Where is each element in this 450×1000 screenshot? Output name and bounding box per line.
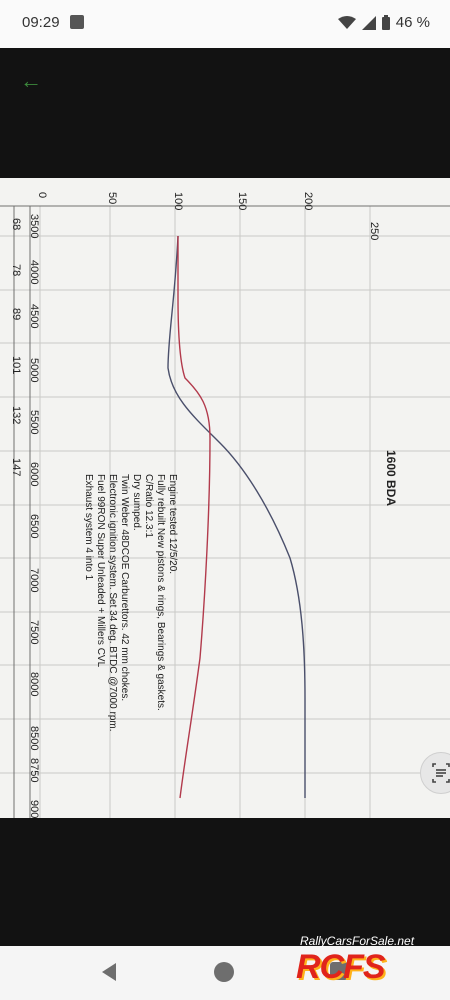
battery-icon xyxy=(381,15,390,30)
value-cell: 68 xyxy=(10,218,22,231)
y-tick-50: 50 xyxy=(106,192,118,205)
wifi-icon xyxy=(337,15,356,29)
rpm-tick: 4000 xyxy=(28,260,40,285)
value-cell: 101 xyxy=(10,356,22,375)
rpm-tick: 7000 xyxy=(28,568,40,593)
rpm-tick: 7500 xyxy=(28,620,40,645)
lens-scan-button[interactable] xyxy=(420,752,450,794)
watermark-url: RallyCarsForSale.net xyxy=(300,934,415,948)
watermark-logo: RCFS xyxy=(296,948,386,986)
rpm-tick: 3500 xyxy=(28,214,40,239)
rpm-tick: 8000 xyxy=(28,672,40,697)
nav-home-icon[interactable] xyxy=(214,962,234,982)
scan-text-icon xyxy=(432,763,450,783)
photo-viewer[interactable]: 1600 BDA 250 200 150 100 50 0 3500 4000 … xyxy=(0,178,450,818)
viewer-bottom xyxy=(0,818,450,946)
note-line: Engine tested 12/5/20. xyxy=(167,474,178,575)
value-cell: 78 xyxy=(10,264,22,277)
status-time: 09:29 xyxy=(22,14,60,31)
value-cell: 147 xyxy=(10,458,22,477)
note-line: Electronic ignition system. Set 34 deg. … xyxy=(107,474,118,732)
status-bar: 09:29 46 % xyxy=(0,0,450,48)
nav-recents-icon[interactable] xyxy=(330,962,348,980)
note-line: Twin Weber 48DCOE Carburettors. 42 mm ch… xyxy=(119,474,130,702)
chart-title: 1600 BDA xyxy=(384,450,398,507)
rpm-tick: 8750 xyxy=(28,758,40,783)
rpm-tick: 9000 xyxy=(28,800,40,818)
note-line: C/Ratio 12.3:1 xyxy=(143,474,154,538)
note-line: Fuel 99RON Super Unleaded + Millers CVL xyxy=(95,474,106,668)
rpm-tick: 5000 xyxy=(28,358,40,383)
note-line: Fully rebuilt New pistons & rings, Beari… xyxy=(155,474,166,711)
y-tick-0: 0 xyxy=(36,192,48,199)
test-notes: Engine tested 12/5/20. Fully rebuilt New… xyxy=(82,474,178,732)
y-tick-100: 100 xyxy=(172,192,184,211)
app-toolbar: ← xyxy=(0,48,450,178)
back-arrow-icon[interactable]: ← xyxy=(20,68,42,93)
value-cell: 89 xyxy=(10,308,22,321)
rpm-tick: 8500 xyxy=(28,726,40,751)
note-line: Exhaust system 4 into 1 xyxy=(83,474,94,581)
y-tick-200: 200 xyxy=(302,192,314,211)
rpm-tick: 5500 xyxy=(28,410,40,435)
signal-icon xyxy=(361,15,376,30)
y-tick-150: 150 xyxy=(236,192,248,211)
note-line: Dry sumped. xyxy=(131,474,142,531)
y-tick-250: 250 xyxy=(368,222,380,241)
nav-back-icon[interactable] xyxy=(102,963,116,981)
value-cell: 132 xyxy=(10,406,22,425)
rpm-tick: 4500 xyxy=(28,304,40,329)
battery-percent: 46 % xyxy=(395,14,430,31)
notification-icon xyxy=(70,15,84,29)
rpm-tick: 6000 xyxy=(28,462,40,487)
dyno-sheet-photo xyxy=(0,205,450,818)
rpm-tick: 6500 xyxy=(28,514,40,539)
status-indicators: 46 % xyxy=(337,14,430,31)
